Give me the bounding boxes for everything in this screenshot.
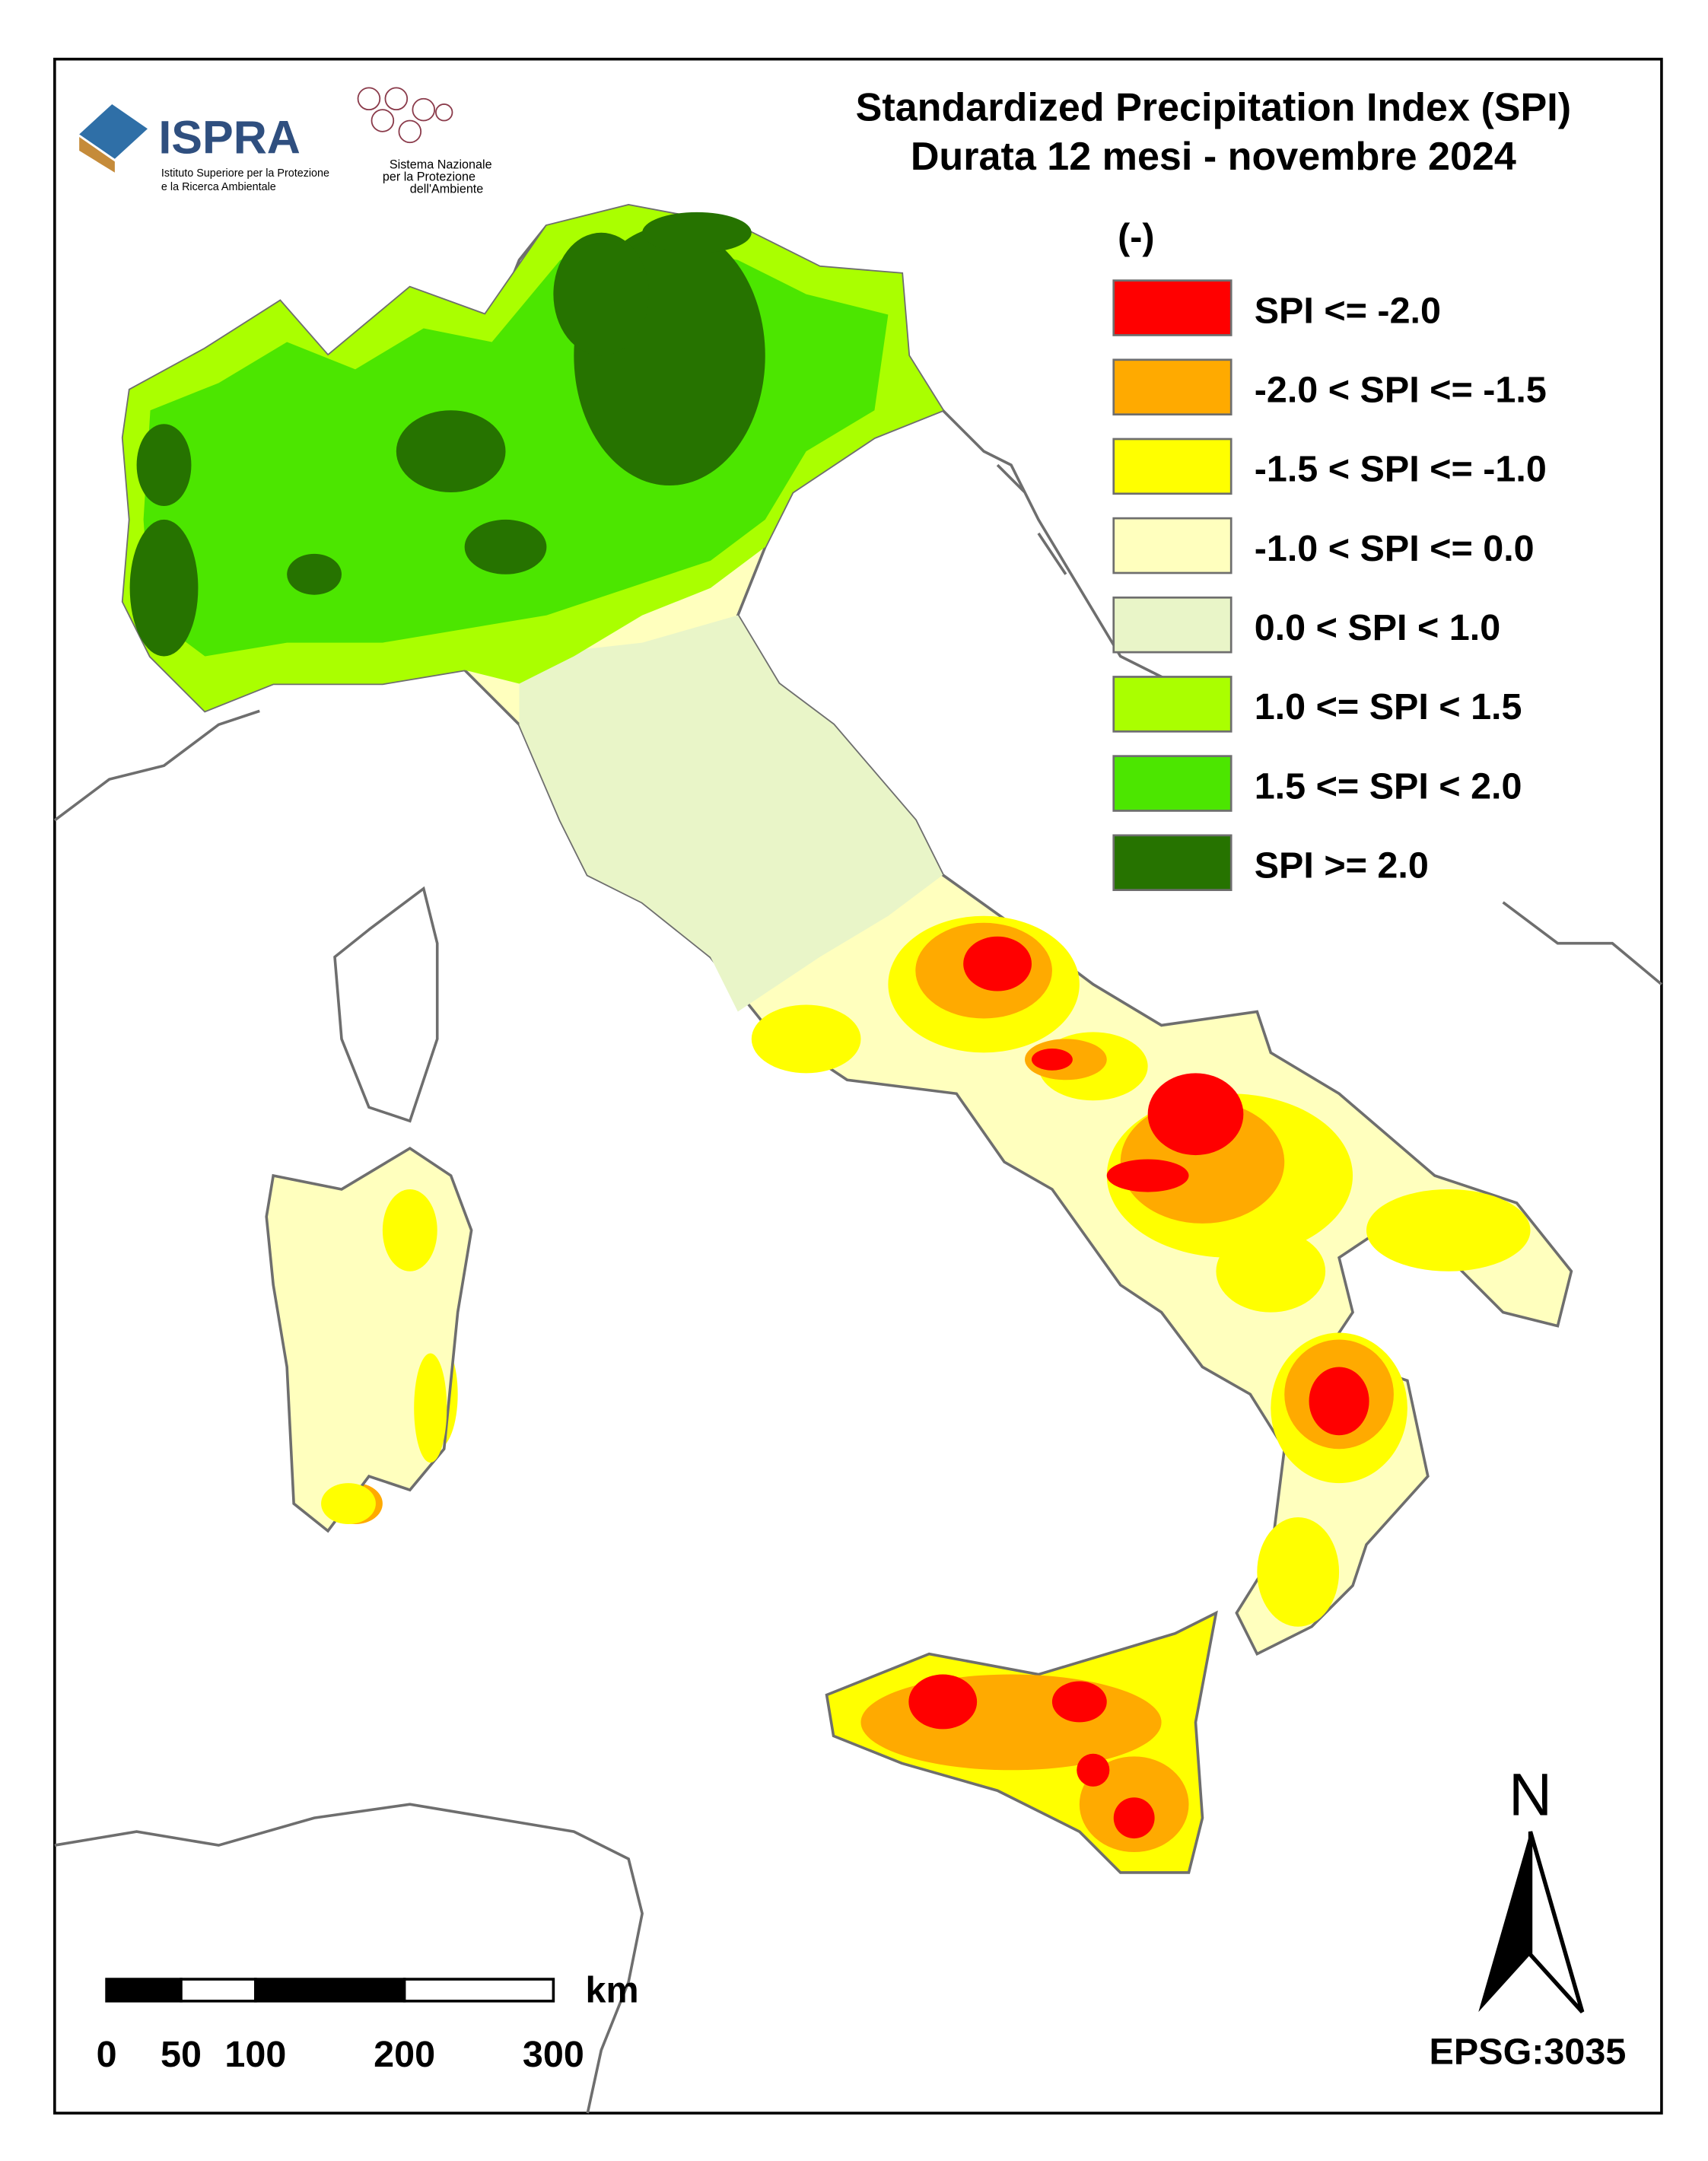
legend-label: 1.0 <= SPI < 1.5 (1255, 686, 1522, 727)
scale-label: 200 (374, 2034, 435, 2075)
legend-swatch (1112, 834, 1232, 891)
legend-swatch (1112, 517, 1232, 574)
scale-segment (105, 1978, 183, 2003)
legend-swatch (1112, 676, 1232, 733)
legend-label: -2.0 < SPI <= -1.5 (1255, 369, 1547, 410)
legend-swatch (1112, 438, 1232, 495)
legend: SPI <= -2.0 -2.0 < SPI <= -1.5 -1.5 < SPI … (1112, 279, 1547, 891)
neighbour-coast (53, 224, 1663, 2114)
ispra-logo: ISPRA Istituto Superiore per la Protezio… (79, 103, 329, 193)
north-label: N (1509, 1761, 1552, 1828)
scale-label: 300 (523, 2034, 584, 2075)
scale-segment (402, 1978, 555, 2003)
logo-text: per la Protezione (383, 170, 476, 184)
zone (963, 936, 1369, 1436)
scale-label: 0 (97, 2034, 117, 2075)
logo-text: Sistema Nazionale (390, 158, 492, 171)
scale-unit: km (586, 1970, 639, 2011)
zone (321, 1189, 447, 1524)
legend-swatch (1112, 596, 1232, 654)
legend-swatch (1112, 279, 1232, 336)
logo-text: dell'Ambiente (410, 183, 484, 196)
legend-label: 0.0 < SPI < 1.0 (1255, 607, 1500, 648)
legend-label: SPI >= 2.0 (1255, 845, 1429, 886)
title: Standardized Precipitation Index (SPI) (856, 86, 1571, 130)
scale-label: 100 (224, 2034, 286, 2075)
scale-segment (180, 1978, 257, 2003)
zone (129, 212, 765, 657)
legend-label: -1.5 < SPI <= -1.0 (1255, 449, 1547, 490)
scale-segment (254, 1978, 406, 2003)
scale-bar: 0 50 100 200 300 (97, 1978, 584, 2075)
legend-swatch (1112, 358, 1232, 415)
zone (908, 1674, 1155, 1839)
scale-label: 50 (161, 2034, 202, 2075)
corsica (333, 886, 439, 1123)
legend-label: SPI <= -2.0 (1255, 290, 1441, 331)
projection: EPSG:3035 (1430, 2031, 1627, 2072)
subtitle: Durata 12 mesi - novembre 2024 (911, 135, 1516, 179)
legend-label: 1.5 <= SPI < 2.0 (1255, 765, 1522, 807)
snpa-logo: Sistema Nazionale per la Protezione dell… (357, 87, 492, 196)
zone (519, 615, 943, 1012)
logo-subtitle: Istituto Superiore per la Protezione (161, 167, 329, 180)
legend-label: -1.0 < SPI <= 0.0 (1255, 528, 1535, 569)
legend-unit: (-) (1118, 216, 1154, 257)
logo-text: ISPRA (158, 112, 301, 164)
legend-swatch (1112, 755, 1232, 812)
logo-subtitle: e la Ricerca Ambientale (161, 181, 276, 193)
